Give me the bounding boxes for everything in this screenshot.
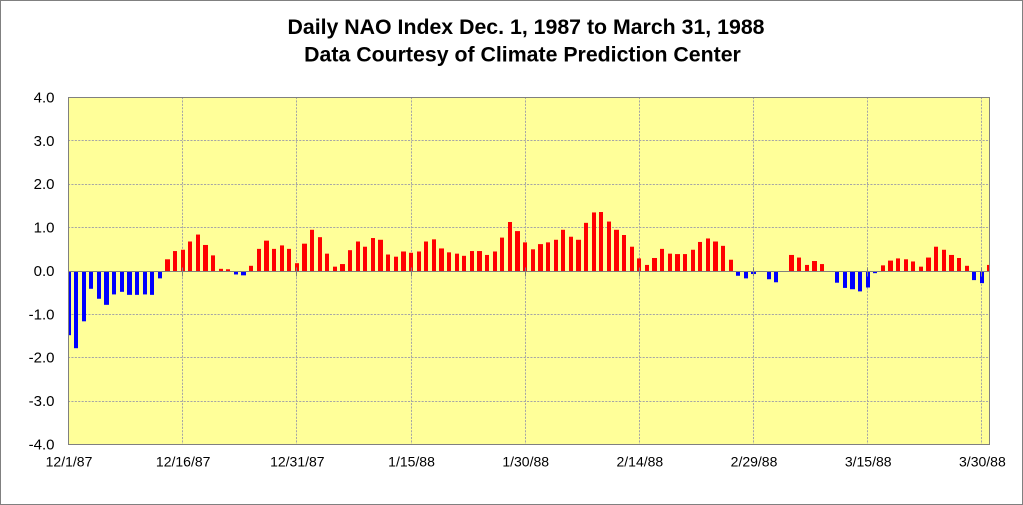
svg-text:12/1/87: 12/1/87 [46, 454, 93, 470]
svg-text:0.0: 0.0 [34, 263, 55, 280]
svg-text:1.0: 1.0 [34, 220, 55, 237]
svg-text:2/29/88: 2/29/88 [731, 454, 778, 470]
svg-text:2.0: 2.0 [34, 176, 55, 193]
svg-text:-2.0: -2.0 [29, 350, 55, 367]
svg-text:4.0: 4.0 [34, 89, 55, 106]
svg-text:12/16/87: 12/16/87 [156, 454, 211, 470]
svg-text:-1.0: -1.0 [29, 306, 55, 323]
svg-text:3.0: 3.0 [34, 133, 55, 150]
svg-text:Data Courtesy of Climate Predi: Data Courtesy of Climate Prediction Cent… [304, 43, 741, 67]
svg-text:-4.0: -4.0 [29, 436, 55, 453]
svg-text:Daily NAO Index Dec. 1, 1987 t: Daily NAO Index Dec. 1, 1987 to March 31… [287, 15, 764, 39]
svg-text:3/30/88: 3/30/88 [959, 454, 1006, 470]
svg-text:1/30/88: 1/30/88 [502, 454, 549, 470]
svg-text:12/31/87: 12/31/87 [270, 454, 325, 470]
svg-text:1/15/88: 1/15/88 [388, 454, 435, 470]
svg-text:3/15/88: 3/15/88 [845, 454, 892, 470]
svg-text:2/14/88: 2/14/88 [617, 454, 664, 470]
svg-text:-3.0: -3.0 [29, 393, 55, 410]
